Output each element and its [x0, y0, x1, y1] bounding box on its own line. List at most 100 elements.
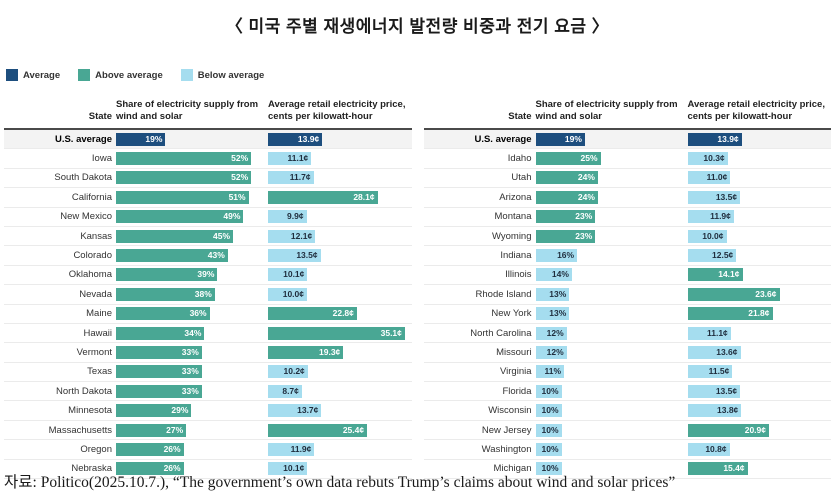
share-bar-cell: 10%	[532, 442, 684, 456]
price-bar: 13.5¢	[687, 190, 741, 204]
price-bar-value: 11.0¢	[706, 172, 728, 183]
price-bar-value: 13.9¢	[717, 133, 739, 144]
share-bar-cell: 12%	[532, 326, 684, 340]
share-bar: 14%	[535, 268, 572, 282]
share-bar-cell: 36%	[112, 307, 264, 321]
share-bar: 11%	[535, 365, 565, 379]
share-bar-value: 33%	[181, 346, 199, 357]
state-label: Hawaii	[83, 327, 112, 339]
price-bar: 11.7¢	[268, 171, 314, 185]
price-bar-cell: 12.1¢	[264, 229, 412, 243]
price-bar: 10.0¢	[687, 229, 727, 243]
share-bar: 10%	[535, 442, 562, 456]
price-bar: 20.9¢	[687, 423, 769, 437]
table-row: Illinois 14% 14.1¢	[423, 266, 832, 286]
price-bar: 14.1¢	[687, 268, 743, 282]
legend-item-average: Average	[6, 69, 60, 81]
price-bar-cell: 10.1¢	[264, 462, 412, 476]
price-bar-cell: 13.5¢	[264, 249, 412, 263]
price-bar-cell: 13.5¢	[684, 190, 832, 204]
share-bar-value: 27%	[166, 424, 184, 435]
price-bar-value: 11.5¢	[708, 366, 730, 377]
share-bar-value: 26%	[163, 443, 181, 454]
price-bar-cell: 10.3¢	[684, 152, 832, 166]
price-bar-value: 13.5¢	[715, 191, 738, 202]
price-bar-value: 10.1¢	[283, 269, 305, 280]
price-bar-cell: 20.9¢	[684, 423, 832, 437]
share-bar: 10%	[535, 384, 562, 398]
share-bar-value: 14%	[551, 269, 569, 280]
share-bar-value: 11%	[544, 366, 562, 377]
price-bar: 10.1¢	[268, 462, 308, 476]
state-label: North Carolina	[470, 327, 532, 339]
share-bar-cell: 38%	[112, 287, 264, 301]
table-row: Texas 33% 10.2¢	[4, 363, 412, 383]
share-bar: 23%	[535, 229, 596, 243]
table-row: Oklahoma 39% 10.1¢	[4, 266, 412, 286]
state-label: Nebraska	[71, 463, 112, 475]
price-bar: 10.3¢	[687, 152, 728, 166]
state-label: Texas	[87, 366, 112, 378]
state-label: Idaho	[507, 153, 532, 165]
price-bar-cell: 25.4¢	[264, 423, 412, 437]
state-label: Kansas	[80, 230, 112, 242]
share-bar: 45%	[116, 229, 233, 243]
share-bar-value: 23%	[575, 211, 593, 222]
table-row: North Dakota 33% 8.7¢	[4, 382, 412, 402]
table-row: Maine 36% 22.8¢	[4, 305, 412, 324]
table-row: Utah 24% 11.0¢	[423, 169, 831, 189]
price-bar-cell: 13.7¢	[264, 404, 412, 418]
share-bar-cell: 10%	[532, 423, 684, 437]
share-bar-cell: 39%	[112, 268, 264, 282]
state-label: Virginia	[499, 366, 532, 378]
share-bar-cell: 52%	[112, 152, 264, 166]
table-row: New Mexico 49% 9.9¢	[4, 208, 412, 227]
price-bar-cell: 28.1¢	[264, 190, 412, 204]
table-row: Vermont 33% 19.3¢	[4, 343, 412, 363]
share-bar-cell: 12%	[532, 345, 684, 359]
share-bar-value: 13%	[549, 308, 567, 319]
share-bar-cell: 13%	[532, 287, 684, 301]
legend-item-above-average: Above average	[78, 69, 163, 81]
state-label: Maine	[86, 308, 112, 320]
legend-swatch-average	[6, 69, 18, 81]
share-bar-cell: 19%	[112, 132, 264, 146]
share-bar-cell: 24%	[532, 190, 684, 204]
table-row: Hawaii 34% 35.1¢	[4, 324, 412, 344]
source-note: 자료: Politico(2025.10.7.), “The governmen…	[4, 474, 676, 491]
price-bar-cell: 11.1¢	[684, 326, 832, 340]
column-header-state: State	[88, 111, 112, 123]
share-bar-cell: 33%	[112, 345, 264, 359]
share-bar-value: 10%	[541, 405, 559, 416]
price-bar-cell: 35.1¢	[264, 326, 412, 340]
table-row: Florida 10% 13.5¢	[423, 382, 831, 402]
price-bar-cell: 14.1¢	[684, 268, 832, 282]
price-bar: 25.4¢	[268, 423, 368, 437]
state-label: Wyoming	[491, 230, 532, 242]
share-bar-cell: 10%	[532, 404, 684, 418]
share-bar-value: 25%	[580, 153, 598, 164]
share-bar-value: 38%	[194, 288, 212, 299]
share-bar-value: 34%	[184, 327, 202, 338]
table-row: Michigan 10% 15.4¢	[423, 460, 832, 480]
table-row: Minnesota 29% 13.7¢	[4, 401, 412, 421]
share-bar-cell: 26%	[112, 442, 264, 456]
state-label: Iowa	[91, 153, 112, 165]
state-label: U.S. average	[474, 133, 532, 145]
share-bar-cell: 29%	[112, 404, 264, 418]
price-bar-value: 15.4¢	[723, 463, 745, 474]
price-bar-value: 21.8¢	[748, 308, 770, 319]
price-bar-cell: 15.4¢	[684, 462, 832, 476]
share-bar-cell: 27%	[112, 423, 264, 437]
share-bar-value: 26%	[163, 463, 181, 474]
price-bar-value: 10.2¢	[283, 366, 305, 377]
price-bar-value: 9.9¢	[287, 211, 304, 222]
share-bar-value: 13%	[549, 288, 567, 299]
share-bar-cell: 14%	[532, 268, 684, 282]
share-bar-value: 19%	[564, 133, 582, 144]
share-bar: 12%	[535, 326, 567, 340]
table-row: Iowa 52% 11.1¢	[4, 149, 412, 169]
price-bar: 11.0¢	[687, 171, 731, 185]
price-bar: 13.5¢	[268, 249, 321, 263]
state-label: Oregon	[80, 443, 112, 455]
